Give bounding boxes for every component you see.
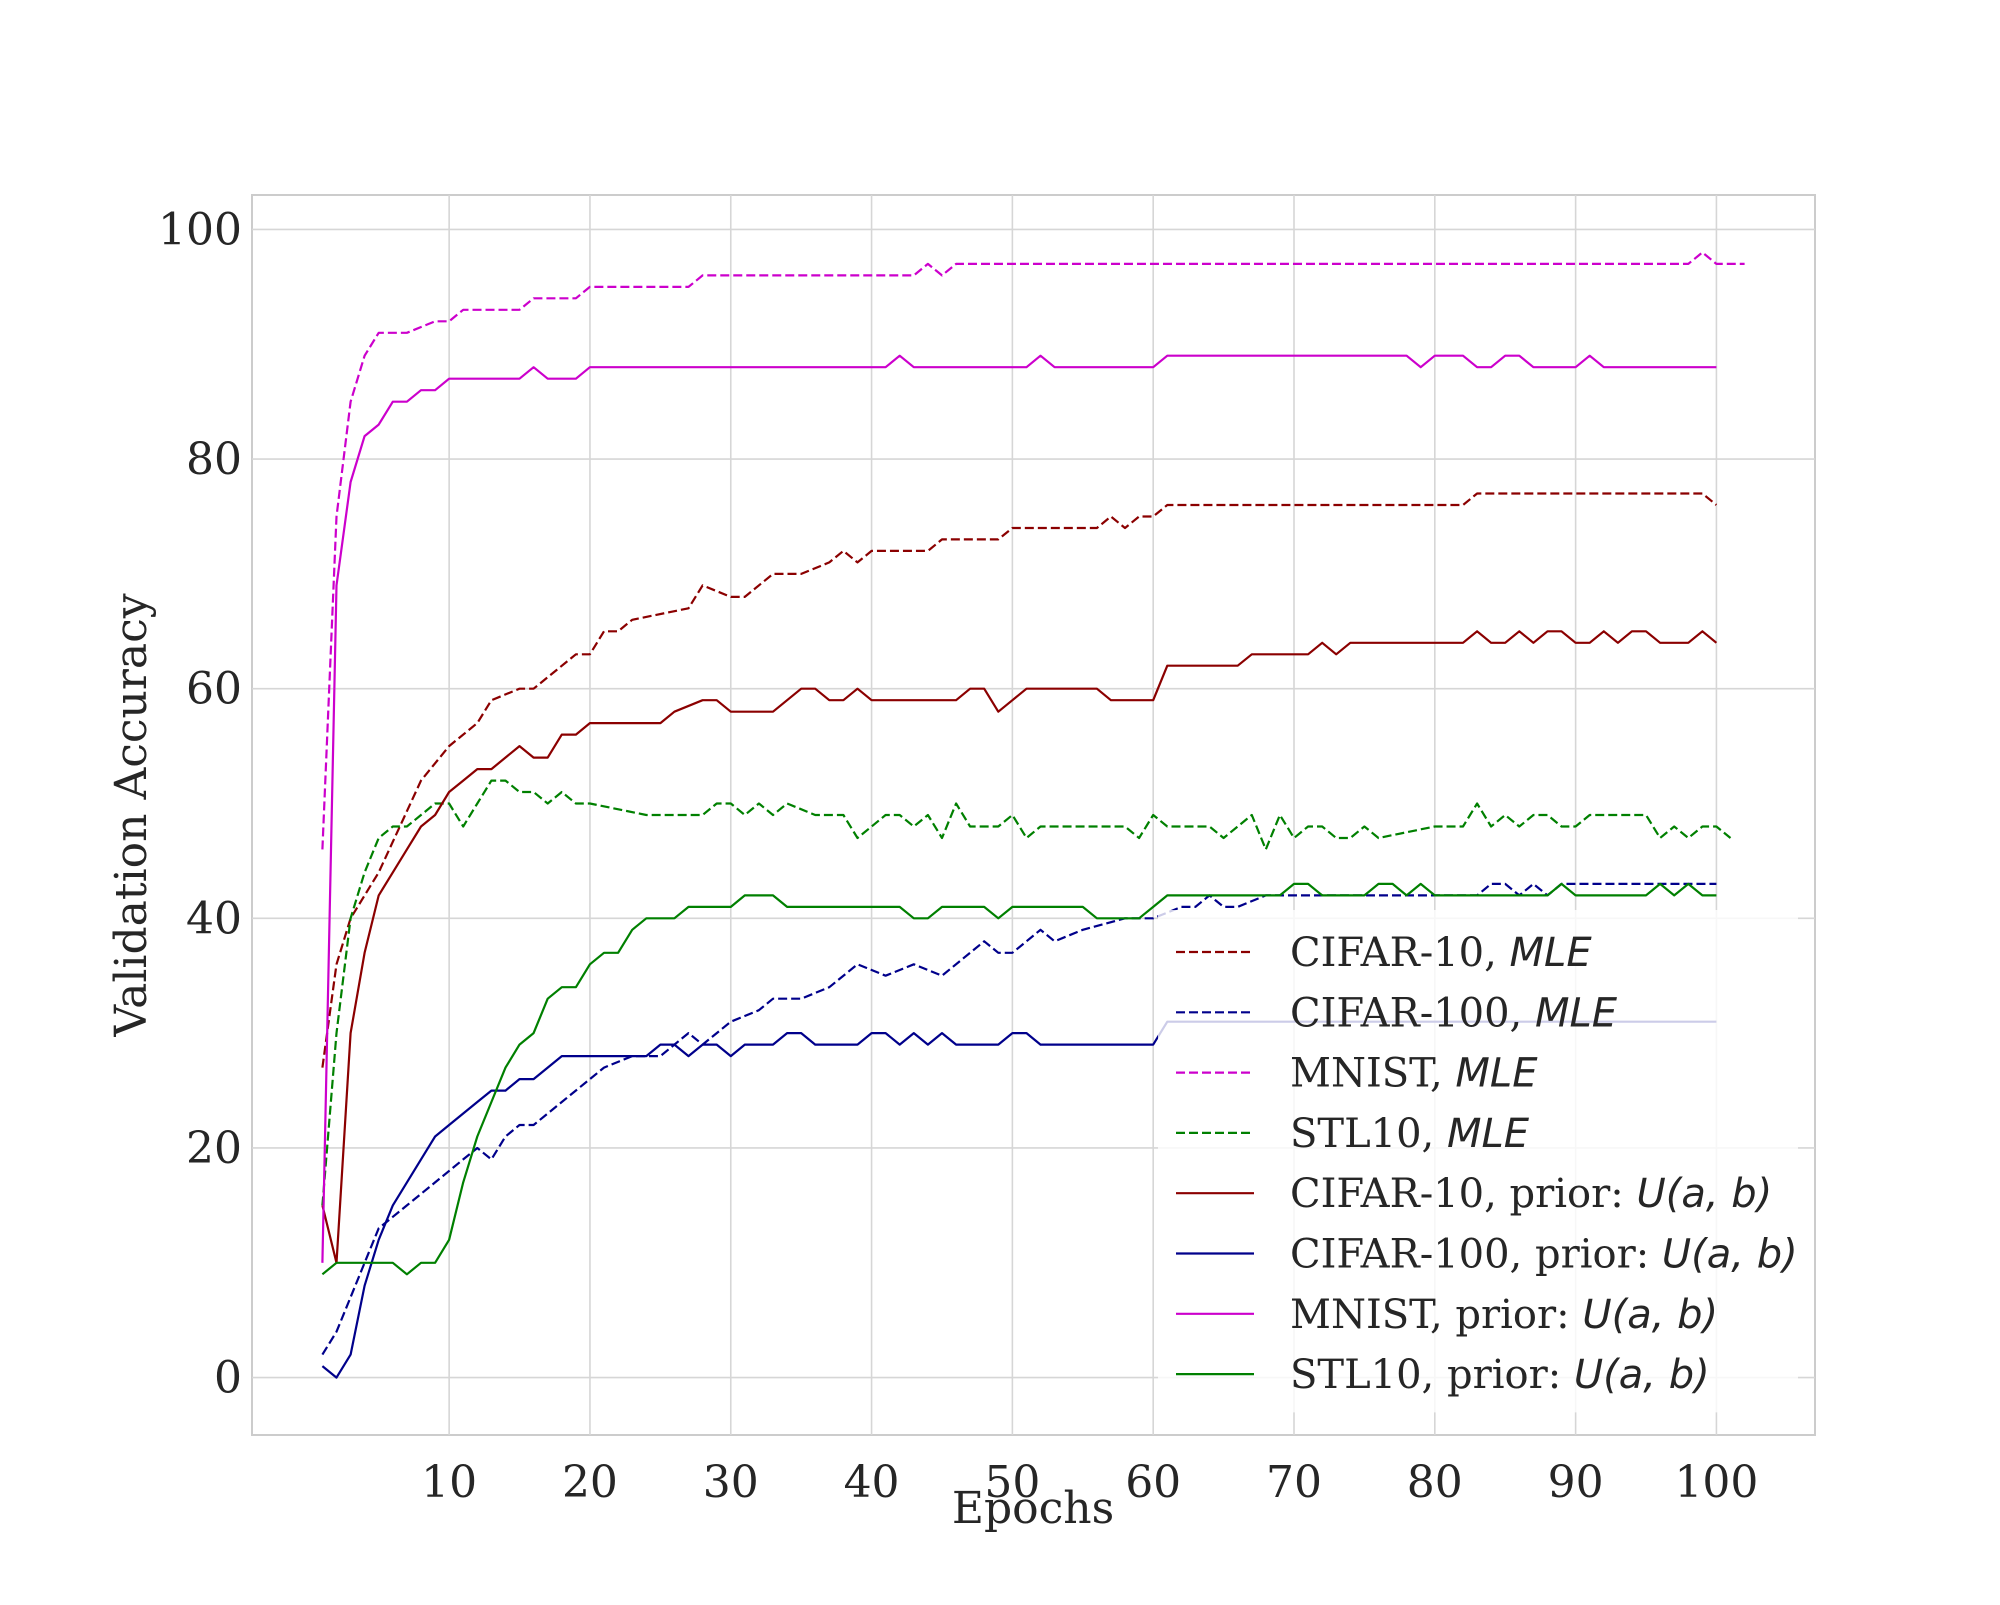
y-tick-label: 80: [186, 434, 242, 485]
series-line-5: [321, 630, 1718, 1264]
legend-entry: CIFAR-100, MLE: [1290, 990, 1618, 1036]
y-tick-label: 40: [186, 893, 242, 944]
legend-frame: [1158, 910, 1798, 1413]
y-axis-label: Validation Accuracy: [106, 593, 157, 1037]
x-tick-label: 20: [562, 1457, 618, 1508]
x-tick-label: 60: [1125, 1457, 1181, 1508]
series-line-7: [321, 354, 1717, 1263]
series-line-6: [321, 1020, 1717, 1379]
series-line-3: [321, 251, 1745, 850]
legend-entry: MNIST, prior: U(a, b): [1290, 1292, 1718, 1338]
y-tick-label: 60: [186, 664, 242, 715]
x-tick-label: 40: [844, 1457, 900, 1508]
tick-labels: 10 20 30 40 50 60 70 80 90 100 0 20 40 60 80 100: [158, 204, 1758, 1508]
x-axis-label: Epochs: [952, 1483, 1114, 1534]
x-tick-label: 10: [421, 1457, 477, 1508]
x-tick-label: 80: [1407, 1457, 1463, 1508]
legend-entry: STL10, MLE: [1290, 1111, 1530, 1157]
x-tick-label: 50: [984, 1457, 1040, 1508]
legend-entry: MNIST, MLE: [1290, 1051, 1538, 1097]
y-tick-label: 100: [158, 204, 242, 255]
x-tick-label: 90: [1548, 1457, 1604, 1508]
x-tick-label: 30: [703, 1457, 759, 1508]
legend-entry: CIFAR-100, prior: U(a, b): [1290, 1232, 1798, 1278]
series-line-1: [321, 492, 1718, 1068]
series-line-8: [321, 882, 1717, 1276]
series-line-2: [321, 882, 1717, 1356]
legend-entry: CIFAR-10, prior: U(a, b): [1290, 1171, 1772, 1217]
y-tick-label: 0: [214, 1353, 242, 1404]
legend-entry: STL10, prior: U(a, b): [1290, 1352, 1710, 1398]
legend: CIFAR-10, MLE CIFAR-100, MLE MNIST, MLE STL…: [1158, 910, 1798, 1413]
series-lines: [321, 251, 1745, 1379]
legend-entry: CIFAR-10, MLE: [1290, 930, 1592, 976]
y-tick-label: 20: [186, 1123, 242, 1174]
series-line-4: [321, 779, 1732, 1206]
x-tick-label: 70: [1266, 1457, 1322, 1508]
x-tick-label: 100: [1674, 1457, 1758, 1508]
